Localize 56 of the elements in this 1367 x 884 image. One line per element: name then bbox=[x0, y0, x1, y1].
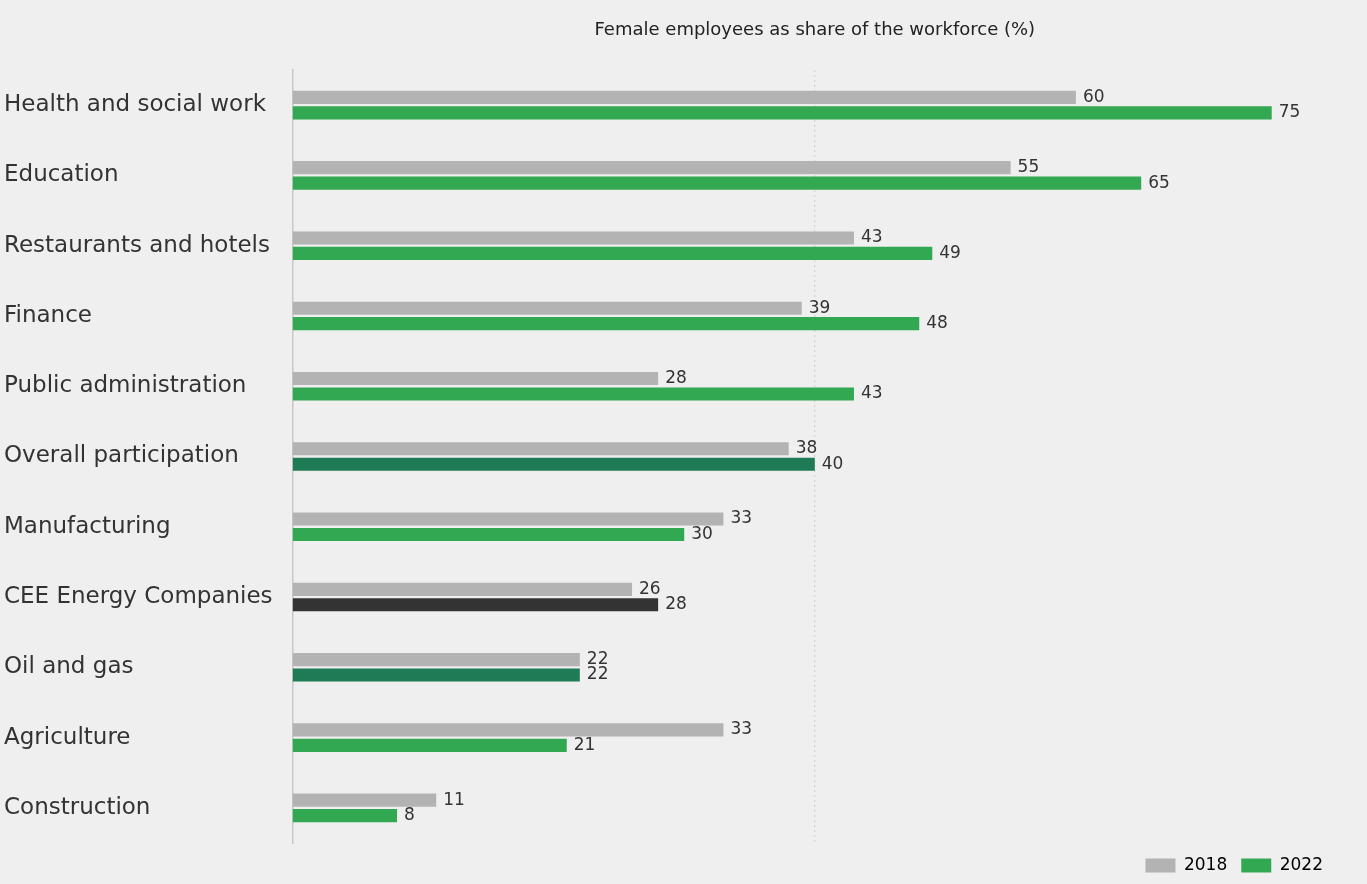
bar bbox=[292, 106, 1272, 120]
y-tick-label: Finance bbox=[4, 300, 92, 327]
data-label: 21 bbox=[573, 733, 596, 754]
data-label: 55 bbox=[1017, 156, 1040, 177]
data-label: 38 bbox=[795, 437, 818, 458]
data-label: 43 bbox=[860, 382, 883, 403]
bar bbox=[292, 793, 437, 807]
legend-label: 2018 bbox=[1183, 853, 1228, 874]
data-label: 43 bbox=[860, 226, 883, 247]
y-tick-label: Construction bbox=[4, 792, 151, 819]
y-tick-label: Restaurants and hotels bbox=[4, 230, 270, 257]
data-label: 30 bbox=[691, 522, 713, 543]
bar bbox=[292, 598, 659, 612]
data-label: 75 bbox=[1278, 101, 1301, 122]
data-label: 48 bbox=[926, 312, 948, 333]
chart-title: Female employees as share of the workforce (%) bbox=[594, 17, 1036, 39]
data-label: 65 bbox=[1148, 171, 1170, 192]
data-label: 11 bbox=[443, 788, 465, 809]
bar bbox=[292, 582, 633, 596]
data-label: 26 bbox=[639, 577, 661, 598]
y-tick-label: Agriculture bbox=[4, 722, 131, 749]
bar bbox=[292, 512, 724, 526]
data-label: 40 bbox=[821, 452, 844, 473]
data-label: 28 bbox=[665, 593, 687, 614]
bar bbox=[292, 738, 567, 752]
bar bbox=[292, 387, 854, 401]
data-label: 28 bbox=[665, 366, 687, 387]
bar bbox=[292, 668, 580, 682]
bar bbox=[292, 723, 724, 737]
y-tick-label: Oil and gas bbox=[4, 652, 134, 679]
data-label: 33 bbox=[730, 718, 753, 739]
bar bbox=[292, 442, 789, 456]
legend-label: 2022 bbox=[1279, 853, 1323, 874]
data-label: 49 bbox=[939, 241, 961, 262]
bar bbox=[292, 176, 1142, 190]
bar bbox=[292, 301, 802, 315]
y-tick-label: Public administration bbox=[4, 371, 247, 398]
data-label: 60 bbox=[1082, 85, 1105, 106]
bar bbox=[292, 161, 1011, 175]
bar bbox=[292, 371, 659, 386]
y-tick-label: Manufacturing bbox=[4, 511, 171, 538]
y-tick-label: Education bbox=[4, 160, 119, 187]
data-label: 8 bbox=[404, 804, 415, 825]
y-tick-label: Overall participation bbox=[4, 441, 239, 468]
data-label: 39 bbox=[808, 296, 831, 317]
bar bbox=[292, 246, 933, 260]
bar bbox=[292, 809, 398, 823]
bar bbox=[292, 457, 815, 471]
bar bbox=[292, 653, 580, 667]
bar bbox=[292, 317, 920, 331]
data-label: 33 bbox=[730, 507, 753, 528]
y-tick-label: Health and social work bbox=[4, 90, 267, 117]
bar bbox=[292, 231, 854, 245]
y-tick-label: CEE Energy Companies bbox=[4, 582, 273, 609]
bar bbox=[292, 90, 1076, 104]
bar bbox=[292, 527, 685, 542]
